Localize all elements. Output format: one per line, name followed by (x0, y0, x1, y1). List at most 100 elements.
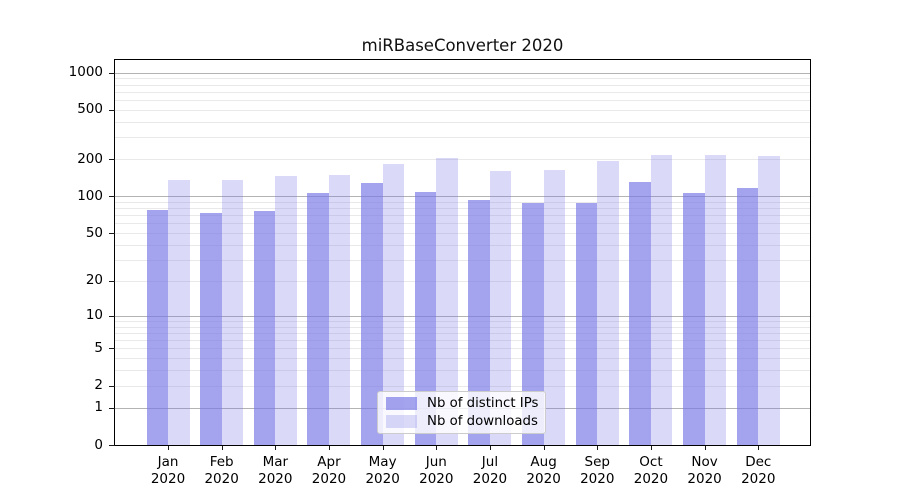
bar-distinct-ips-feb (200, 213, 222, 445)
x-tick-dec (758, 446, 760, 450)
legend-item-downloads: Nb of downloads (386, 414, 538, 429)
bar-distinct-ips-aug (522, 203, 544, 445)
y-tick-0 (109, 445, 115, 446)
gridline-minor-20 (115, 280, 810, 282)
x-tick-jun (436, 446, 438, 450)
bar-distinct-ips-jan (146, 209, 168, 445)
gridline-minor-4 (115, 358, 810, 360)
plot-area: Nb of distinct IPs Nb of downloads (114, 59, 811, 446)
bar-distinct-ips-oct (629, 182, 651, 445)
y-tick-5 (109, 348, 115, 350)
bar-distinct-ips-dec (736, 187, 759, 445)
bar-downloads-may (382, 164, 405, 445)
x-tick-may (382, 446, 384, 450)
gridline-major-100 (115, 196, 810, 198)
x-tick-aug (543, 446, 545, 450)
gridline-minor-5 (115, 348, 810, 350)
bar-downloads-dec (758, 156, 780, 445)
x-tick-label-aug: Aug 2020 (526, 454, 561, 487)
gridline-minor-90 (115, 201, 810, 203)
gridline-minor-70 (115, 215, 810, 217)
y-tick-label-20: 20 (85, 272, 103, 289)
x-tick-oct (650, 446, 652, 450)
gridline-minor-80 (115, 208, 810, 210)
gridline-minor-700 (115, 91, 810, 93)
x-tick-label-oct: Oct 2020 (633, 454, 669, 487)
x-tick-label-dec: Dec 2020 (741, 454, 776, 487)
bar-distinct-ips-nov (683, 193, 705, 445)
y-tick-label-0: 0 (94, 436, 103, 453)
gridline-minor-6 (115, 340, 810, 342)
gridline-minor-800 (115, 84, 810, 86)
legend-label-downloads: Nb of downloads (427, 414, 538, 429)
legend-swatch-distinct-ips (386, 397, 417, 410)
bar-downloads-nov (704, 155, 727, 445)
y-tick-200 (109, 159, 115, 161)
bar-downloads-apr (328, 175, 351, 445)
x-tick-jul (489, 446, 491, 450)
y-tick-label-500: 500 (77, 101, 103, 118)
gridline-minor-2 (115, 385, 810, 387)
bar-downloads-jul (489, 171, 512, 445)
gridline-minor-40 (115, 244, 810, 246)
y-tick-100 (109, 196, 115, 198)
bar-downloads-feb (221, 180, 244, 445)
y-tick-label-100: 100 (77, 187, 103, 204)
bar-downloads-sep (597, 161, 619, 445)
y-tick-2 (109, 385, 115, 387)
bar-distinct-ips-sep (575, 203, 598, 445)
y-tick-label-1: 1 (94, 399, 103, 416)
legend-label-distinct-ips: Nb of distinct IPs (427, 396, 539, 411)
x-tick-label-sep: Sep 2020 (580, 454, 615, 487)
legend: Nb of distinct IPs Nb of downloads (377, 391, 546, 434)
x-tick-label-jul: Jul 2020 (472, 454, 508, 487)
y-tick-label-1000: 1000 (68, 64, 103, 81)
gridline-minor-30 (115, 259, 810, 261)
y-tick-label-200: 200 (77, 150, 103, 167)
bar-distinct-ips-may (361, 182, 383, 445)
x-tick-apr (328, 446, 330, 450)
gridline-minor-50 (115, 233, 810, 235)
x-tick-label-jun: Jun 2020 (419, 454, 454, 487)
y-tick-50 (109, 233, 115, 235)
bar-distinct-ips-jun (414, 192, 437, 445)
gridline-major-10 (115, 315, 810, 317)
y-tick-label-50: 50 (85, 224, 103, 241)
bar-distinct-ips-jul (468, 200, 490, 445)
x-tick-label-apr: Apr 2020 (311, 454, 347, 487)
x-tick-sep (597, 446, 599, 450)
x-tick-label-feb: Feb 2020 (204, 454, 239, 487)
x-tick-label-nov: Nov 2020 (687, 454, 722, 487)
x-tick-jan (168, 446, 169, 450)
chart-title: miRBaseConverter 2020 (361, 36, 564, 55)
x-tick-label-jan: Jan 2020 (150, 454, 186, 487)
gridline-minor-60 (115, 223, 810, 225)
gridline-minor-500 (115, 109, 810, 111)
gridline-major-1000 (115, 72, 810, 74)
bar-downloads-jun (436, 157, 458, 445)
gridline-minor-200 (115, 159, 810, 161)
bar-downloads-mar (275, 176, 297, 445)
x-tick-mar (275, 446, 277, 450)
x-tick-nov (704, 446, 706, 450)
gridline-minor-400 (115, 121, 810, 123)
bar-downloads-oct (650, 155, 673, 445)
y-tick-label-5: 5 (94, 339, 103, 356)
gridline-minor-7 (115, 332, 810, 334)
gridline-minor-300 (115, 137, 810, 139)
legend-item-distinct-ips: Nb of distinct IPs (386, 396, 539, 411)
gridline-minor-3 (115, 370, 810, 372)
bar-distinct-ips-mar (253, 210, 276, 445)
gridline-minor-900 (115, 78, 810, 80)
y-tick-label-10: 10 (85, 307, 103, 324)
y-tick-500 (109, 109, 115, 111)
x-tick-label-mar: Mar 2020 (258, 454, 293, 487)
bar-distinct-ips-apr (307, 193, 329, 445)
y-tick-1 (109, 407, 115, 409)
gridline-minor-9 (115, 320, 810, 322)
legend-swatch-downloads (386, 415, 417, 428)
gridline-minor-600 (115, 100, 810, 102)
y-tick-10 (109, 315, 115, 317)
bar-downloads-jan (168, 180, 190, 445)
